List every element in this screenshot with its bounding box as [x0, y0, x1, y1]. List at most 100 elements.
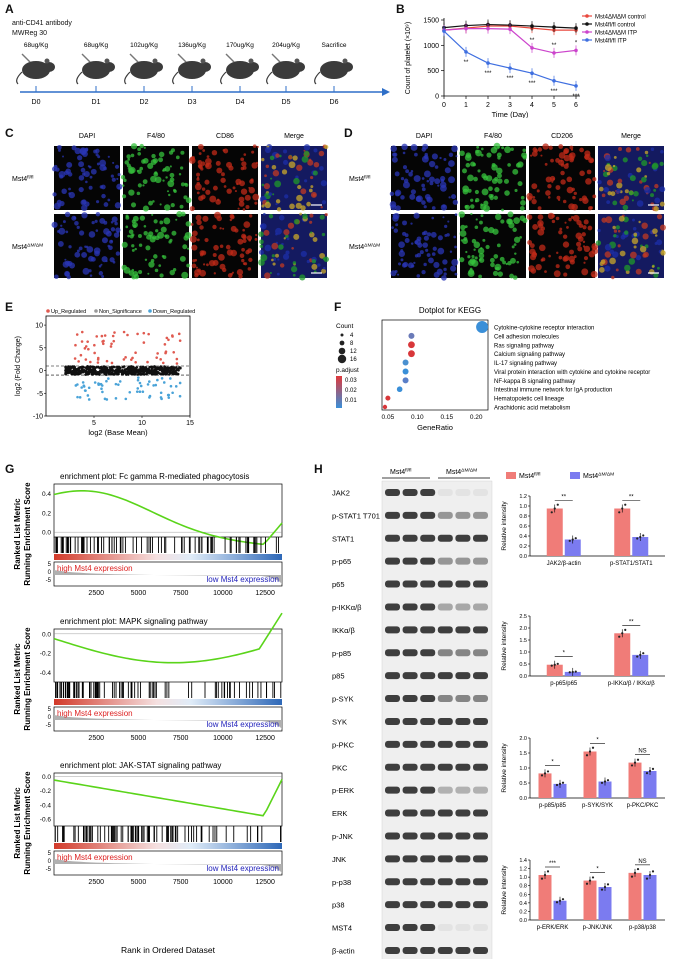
blot-band [455, 603, 471, 611]
padj-label: 0.02 [345, 388, 357, 394]
micrograph [51, 145, 123, 212]
micrograph [121, 211, 192, 280]
es-curve [53, 779, 283, 817]
replicate-dot [630, 764, 634, 767]
micrograph [188, 143, 260, 212]
sig-marker: *** [549, 861, 557, 867]
blot-band [455, 511, 471, 519]
blot-band [402, 717, 418, 725]
es-frame [53, 628, 283, 683]
replicate-dot [642, 652, 645, 655]
rank-tick-label: 12500 [255, 879, 275, 886]
blot-band [385, 786, 400, 794]
blot-band [402, 924, 418, 932]
blot-band [420, 946, 436, 954]
blot-band [437, 717, 453, 725]
blot-band [437, 878, 453, 886]
rank-tick-label: 5000 [131, 879, 147, 886]
blot-band [402, 488, 418, 496]
blot-band [385, 649, 400, 657]
kegg-term: Hematopoietic cell lineage [494, 397, 565, 403]
rank-colorbar [54, 843, 282, 849]
rank-tick-label: 12500 [255, 735, 275, 742]
high-expression-label: high Mst4 expression [57, 709, 133, 718]
replicate-dot [636, 655, 639, 658]
replicate-dot [561, 898, 565, 901]
replicate-dot [630, 875, 634, 878]
kegg-dot [382, 404, 388, 410]
data-point [464, 50, 468, 54]
y-tick-label: 0.0 [519, 554, 527, 560]
x-tick-label: 0.10 [411, 414, 424, 421]
y-tick-label: 500 [427, 68, 439, 75]
syringe-icon [81, 53, 91, 63]
blot-band [385, 511, 400, 519]
es-tick-label: -0.4 [40, 802, 52, 809]
blot-band [385, 763, 400, 771]
gsea-title: enrichment plot: MAPK signaling pathway [60, 617, 208, 626]
blot-band [402, 557, 418, 565]
bar-wt [583, 880, 597, 920]
data-point [530, 24, 534, 28]
rank-colorbar [54, 554, 282, 560]
replicate-dot [550, 664, 553, 667]
bar-wt [628, 872, 642, 920]
blot-label: ERK [332, 809, 347, 818]
kegg-dot [408, 341, 415, 349]
blot-band [402, 901, 418, 909]
blot-band [473, 924, 488, 932]
data-point [486, 26, 490, 31]
row-label: Mst4ΔM/ΔM [349, 243, 380, 251]
panel-label-f: F [334, 300, 342, 314]
data-point [464, 26, 468, 31]
day-label: D5 [282, 99, 291, 106]
dose-label: 204ug/Kg [272, 42, 300, 49]
blot-band [473, 740, 488, 748]
blot-band [385, 534, 400, 542]
kegg-term: Cytokine-cytokine receptor interaction [494, 326, 594, 332]
y-tick-label: 0.6 [519, 892, 527, 898]
replicate-dot [546, 770, 550, 773]
blot-band [473, 534, 488, 542]
blot-band [473, 763, 488, 771]
dose-label: 102ug/Kg [130, 42, 158, 49]
hit-markers [54, 826, 282, 842]
blot-label: p-p38 [332, 878, 351, 887]
y-tick-label: -10 [33, 414, 43, 421]
padj-colorbar [336, 376, 342, 408]
blot-band [473, 901, 488, 909]
blot-band [402, 626, 418, 634]
column-label: F4/80 [147, 133, 165, 140]
blot-label: p-PKC [332, 740, 355, 749]
legend-marker [585, 38, 589, 42]
blot-band [385, 695, 400, 703]
y-tick-label: 0.5 [519, 781, 527, 787]
dose-label: 136ug/Kg [178, 42, 206, 49]
panel-label-h: H [314, 462, 323, 476]
kegg-dot [402, 368, 409, 375]
low-expression-label: low Mst4 expression [207, 720, 279, 729]
rank-tick-label: 2500 [88, 879, 104, 886]
count-title: Count [336, 323, 354, 330]
blot-band [385, 809, 400, 817]
count-marker [338, 347, 346, 355]
bar-wt [538, 875, 552, 920]
blot-band [420, 626, 436, 634]
es-tick-label: -0.4 [40, 670, 52, 677]
dotplot-title: Dotplot for KEGG [419, 306, 481, 315]
high-expression-label: high Mst4 expression [57, 564, 133, 573]
count-label: 4 [350, 333, 354, 339]
panel-label-b: B [396, 2, 405, 16]
es-tick-label: -0.2 [40, 788, 52, 795]
replicate-dot [639, 535, 642, 539]
blot-band [385, 557, 400, 565]
blot-band [402, 695, 418, 703]
metric-y-title: Ranked List Metric [13, 787, 22, 859]
replicate-dot [574, 670, 577, 673]
blot-band [402, 672, 418, 680]
category-label: p-ERK/ERK [537, 925, 569, 931]
sig-marker: ** [464, 60, 469, 66]
replicate-dot [624, 628, 627, 631]
legend-label: Up_Regulated [51, 309, 86, 315]
count-label: 8 [350, 341, 354, 347]
